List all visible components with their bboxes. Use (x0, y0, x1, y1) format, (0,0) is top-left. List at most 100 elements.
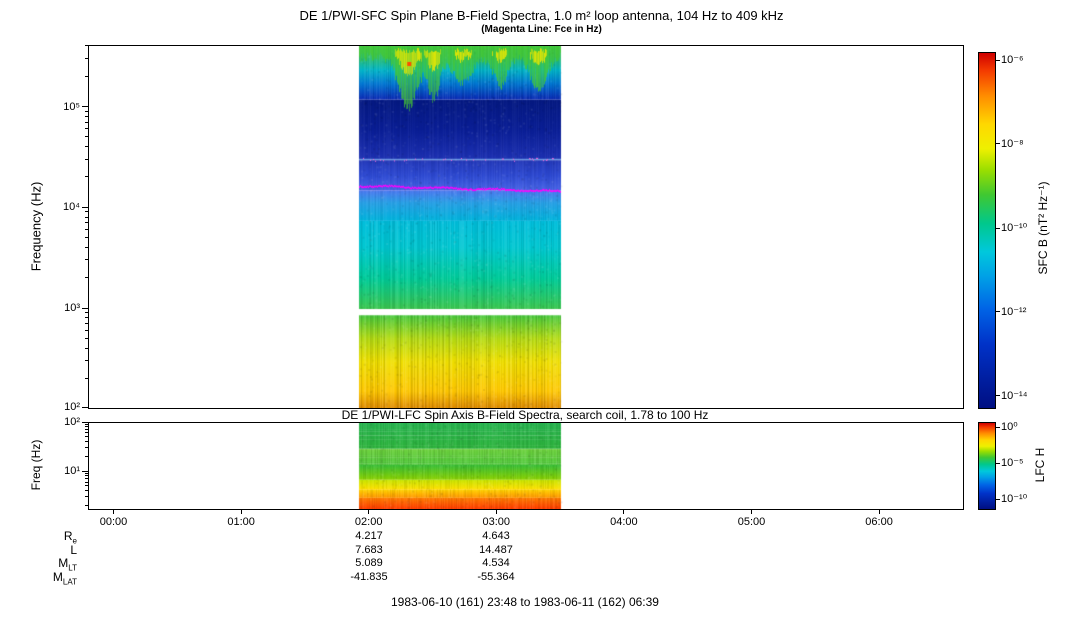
colorbar-tick-label: 10⁻¹⁰ (1001, 222, 1028, 235)
colorbar-tick (996, 462, 1000, 464)
ephemeris-mlt-value-1: 5.089 (355, 557, 383, 569)
ephemeris-label-text: L (70, 543, 77, 557)
ephemeris-label-text: M (58, 556, 69, 570)
y-minor-tick (85, 447, 88, 449)
y-minor-tick (85, 146, 88, 148)
y-minor-tick (85, 347, 88, 349)
y-minor-tick (85, 216, 88, 218)
ephemeris-label-mlat: MLAT (40, 571, 77, 588)
colorbar-tick-label: 10⁻¹⁰ (1001, 493, 1028, 506)
colorbar-tick-label: 10⁻⁶ (1001, 54, 1024, 67)
ephemeris-label-sub: e (72, 536, 77, 546)
lfc-title: DE 1/PWI-LFC Spin Axis B-Field Spectra, … (341, 408, 709, 422)
x-tick (240, 510, 242, 514)
x-tick (113, 510, 115, 514)
colorbar-tick (996, 143, 1000, 145)
sfc-title: DE 1/PWI-SFC Spin Plane B-Field Spectra,… (299, 8, 784, 23)
y-minor-tick (85, 360, 88, 362)
y-minor-tick (85, 229, 88, 231)
y-minor-tick (85, 505, 88, 506)
y-minor-tick (85, 158, 88, 160)
ephemeris-label-sub: LAT (62, 577, 77, 587)
y-minor-tick (85, 237, 88, 239)
y-minor-tick (85, 423, 88, 425)
x-tick (878, 510, 880, 514)
y-minor-tick (85, 312, 88, 314)
colorbar-tick (996, 59, 1000, 61)
y-minor-tick (85, 337, 88, 339)
y-minor-tick (85, 58, 88, 60)
x-tick (495, 510, 497, 514)
ephemeris-label-mlt: MLT (40, 557, 77, 574)
y-minor-tick (85, 441, 88, 443)
colorbar-tick (996, 426, 1000, 428)
x-tick-label: 01:00 (227, 516, 255, 528)
ephemeris-re-value-1: 4.217 (355, 530, 383, 542)
y-minor-tick (85, 75, 88, 77)
ephemeris-label-re: Re (40, 530, 77, 547)
y-tick-label: 10³ (64, 302, 80, 314)
lfc-plot-area (88, 422, 964, 510)
ephemeris-l-value-2: 14.487 (479, 544, 513, 556)
sfc-y-axis-label: Frequency (Hz) (28, 181, 44, 272)
y-minor-tick (85, 246, 88, 248)
y-minor-tick (85, 323, 88, 325)
y-minor-tick (85, 481, 88, 483)
x-tick (368, 510, 370, 514)
y-tick-label: 10⁴ (63, 201, 80, 214)
x-tick-label: 03:00 (482, 516, 511, 528)
y-tick (82, 106, 88, 108)
y-minor-tick (85, 490, 88, 492)
colorbar-tick (996, 311, 1000, 313)
colorbar-tick-label: 10⁻¹⁴ (1001, 389, 1028, 402)
y-minor-tick (85, 222, 88, 224)
colorbar-tick-label: 10⁻⁸ (1001, 137, 1024, 150)
colorbar-tick (996, 498, 1000, 500)
y-tick (82, 406, 88, 408)
y-minor-tick (85, 110, 88, 112)
ephemeris-l-value-1: 7.683 (355, 544, 383, 556)
colorbar-tick-label: 10⁰ (1001, 421, 1018, 434)
y-minor-tick (85, 455, 88, 457)
time-range-caption: 1983-06-10 (161) 23:48 to 1983-06-11 (16… (391, 595, 659, 609)
y-tick (82, 470, 88, 472)
y-minor-tick (85, 496, 88, 498)
y-minor-tick (85, 475, 88, 477)
y-minor-tick (85, 277, 88, 279)
y-minor-tick (85, 429, 88, 431)
y-tick (82, 206, 88, 208)
y-minor-tick (85, 377, 88, 379)
x-tick-label: 05:00 (737, 516, 766, 528)
lfc-spectrogram (89, 423, 963, 509)
sfc-colorbar (978, 52, 996, 409)
y-minor-tick (85, 436, 88, 438)
colorbar-tick (996, 227, 1000, 229)
y-minor-tick (85, 472, 88, 474)
y-minor-tick (85, 485, 88, 487)
ephemeris-label-sub: LT (68, 563, 77, 573)
x-tick-label: 02:00 (354, 516, 383, 528)
ephemeris-mlt-value-2: 4.534 (482, 557, 510, 569)
y-tick-label: 10² (64, 416, 80, 428)
sfc-subtitle: (Magenta Line: Fce in Hz) (481, 24, 602, 35)
ephemeris-label-l: L (40, 544, 77, 561)
sfc-plot-area (88, 45, 964, 409)
ephemeris-mlat-value-1: -41.835 (350, 571, 388, 583)
y-minor-tick (85, 176, 88, 178)
y-minor-tick (85, 136, 88, 138)
colorbar-tick-label: 10⁻¹² (1001, 305, 1027, 318)
y-minor-tick (85, 121, 88, 123)
y-tick-label: 10² (64, 401, 80, 413)
lfc-colorbar (978, 422, 996, 510)
y-minor-tick (85, 478, 88, 480)
sfc-spectrogram (89, 46, 963, 408)
y-minor-tick (85, 211, 88, 213)
y-minor-tick (85, 329, 88, 331)
y-minor-tick (85, 259, 88, 261)
x-tick-label: 06:00 (865, 516, 893, 528)
y-tick (82, 421, 88, 423)
y-minor-tick (85, 317, 88, 319)
y-tick (82, 307, 88, 309)
x-tick-label: 04:00 (610, 516, 638, 528)
